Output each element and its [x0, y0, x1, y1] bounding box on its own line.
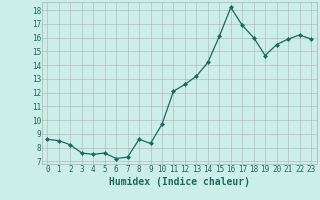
- X-axis label: Humidex (Indice chaleur): Humidex (Indice chaleur): [109, 176, 250, 187]
